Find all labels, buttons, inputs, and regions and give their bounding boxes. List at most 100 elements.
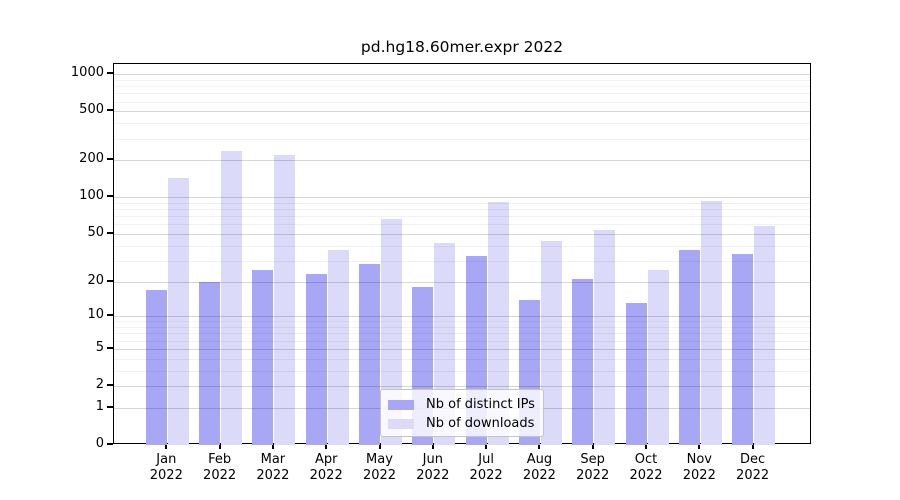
x-tick xyxy=(485,444,488,449)
chart-title: pd.hg18.60mer.expr 2022 xyxy=(360,38,564,56)
x-tick xyxy=(645,444,647,449)
bar xyxy=(381,219,402,445)
legend-item-downloads: Nb of downloads xyxy=(381,414,543,433)
x-tick-label: Nov 2022 xyxy=(682,452,716,483)
gridline-minor xyxy=(114,216,810,218)
x-tick-label: Dec 2022 xyxy=(736,452,770,483)
y-tick xyxy=(107,443,113,445)
bar xyxy=(572,279,594,445)
bar xyxy=(700,201,722,445)
gridline-minor xyxy=(114,340,810,342)
y-tick xyxy=(107,279,113,282)
x-tick-label: Oct 2022 xyxy=(629,452,663,483)
y-tick xyxy=(107,314,113,317)
y-tick xyxy=(107,405,113,408)
gridline-major xyxy=(114,160,810,162)
bar xyxy=(327,249,349,445)
bar xyxy=(145,289,167,445)
bar xyxy=(678,249,700,445)
gridline-major xyxy=(114,111,810,113)
bar xyxy=(594,229,616,445)
gridline-minor xyxy=(114,358,810,360)
x-tick xyxy=(591,444,594,449)
gridline-major xyxy=(114,348,810,350)
gridline-minor xyxy=(114,93,810,95)
x-tick-label: Aug 2022 xyxy=(522,452,556,483)
gridline-minor xyxy=(114,138,810,140)
y-tick xyxy=(107,231,113,234)
gridline-major xyxy=(114,316,810,318)
y-tick xyxy=(107,195,113,198)
gridline-major xyxy=(114,386,810,388)
y-tick-label: 50 xyxy=(87,224,104,240)
bar xyxy=(754,226,776,445)
gridline-minor xyxy=(114,79,810,81)
bar xyxy=(647,270,669,445)
y-tick-label: 2 xyxy=(95,377,104,393)
x-tick xyxy=(538,444,541,449)
legend-label: Nb of downloads xyxy=(426,416,535,431)
y-tick xyxy=(107,346,113,349)
y-tick-label: 1000 xyxy=(70,65,104,81)
legend-swatch-downloads-icon xyxy=(388,418,414,429)
y-tick xyxy=(107,109,113,112)
x-tick-label: Mar 2022 xyxy=(256,452,290,483)
x-tick-label: Jun 2022 xyxy=(416,452,450,483)
bar xyxy=(221,150,243,445)
gridline-minor xyxy=(114,209,810,211)
gridline-minor xyxy=(114,86,810,88)
gridline-minor xyxy=(114,327,810,329)
x-tick xyxy=(698,444,701,449)
x-tick xyxy=(431,444,434,449)
gridline-major xyxy=(114,233,810,235)
bar xyxy=(252,270,274,445)
gridline-major xyxy=(114,197,810,199)
y-tick-label: 10 xyxy=(87,307,104,323)
gridline-minor xyxy=(114,224,810,226)
x-tick-label: Jul 2022 xyxy=(469,452,503,483)
bar xyxy=(274,155,296,445)
plot-area: Nb of distinct IPs Nb of downloads xyxy=(113,63,811,445)
x-tick xyxy=(325,444,328,449)
bar xyxy=(305,274,327,445)
bar xyxy=(487,201,509,445)
bar xyxy=(167,177,189,445)
gridline-minor xyxy=(114,123,810,125)
gridline-minor xyxy=(114,202,810,204)
x-tick-label: Feb 2022 xyxy=(203,452,237,483)
gridline-major xyxy=(114,74,810,76)
x-tick xyxy=(271,444,274,449)
legend: Nb of distinct IPs Nb of downloads xyxy=(380,389,544,437)
x-tick-label: Apr 2022 xyxy=(309,452,343,483)
y-tick-label: 0 xyxy=(95,436,104,451)
x-tick-label: May 2022 xyxy=(362,452,397,483)
y-tick-label: 100 xyxy=(79,188,104,204)
x-tick xyxy=(165,444,168,449)
gridline-minor xyxy=(114,370,810,372)
bar xyxy=(359,264,380,445)
legend-label: Nb of distinct IPs xyxy=(426,397,535,412)
x-tick xyxy=(751,444,754,449)
y-tick xyxy=(107,158,113,161)
y-tick xyxy=(107,72,113,75)
legend-item-distinct-ips: Nb of distinct IPs xyxy=(381,395,543,414)
x-tick-label: Jan 2022 xyxy=(149,452,183,483)
y-tick-label: 20 xyxy=(87,272,104,288)
y-tick-label: 1 xyxy=(95,398,104,414)
gridline-minor xyxy=(114,101,810,103)
y-tick xyxy=(107,384,113,387)
x-tick-label: Sep 2022 xyxy=(576,452,610,483)
bar xyxy=(732,254,754,445)
y-tick-label: 200 xyxy=(79,151,104,167)
y-tick-label: 500 xyxy=(79,102,104,118)
bar xyxy=(199,281,221,445)
x-tick xyxy=(378,444,381,449)
gridline-minor xyxy=(114,245,810,247)
gridline-minor xyxy=(114,333,810,335)
gridline-minor xyxy=(114,260,810,262)
gridline-major xyxy=(114,281,810,283)
bar xyxy=(625,303,647,445)
legend-swatch-distinct-ips-icon xyxy=(388,399,414,410)
bar xyxy=(540,240,562,445)
